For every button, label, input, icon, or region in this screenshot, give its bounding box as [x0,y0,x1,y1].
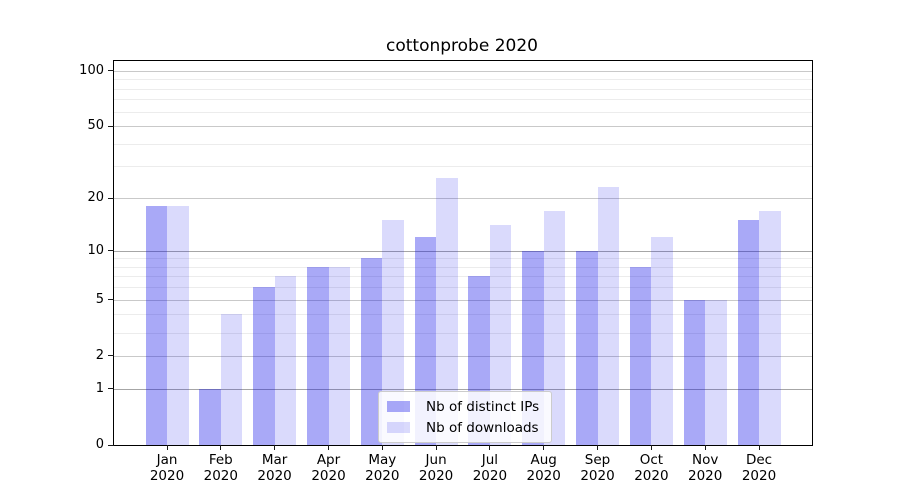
x-tick-mark-apr [328,445,329,450]
x-tick-mark-jan [166,445,168,450]
gridline-minor-60 [114,111,812,113]
gridline-minor-70 [114,99,812,101]
gridline-minor-80 [114,88,812,90]
gridline-5 [114,299,812,301]
bar-ips-jan [145,206,167,445]
gridline-minor-9 [114,258,812,260]
gridline-minor-3 [114,332,812,334]
y-tick-label-1: 1 [95,380,104,396]
y-tick-label-100: 100 [79,62,104,78]
y-tick-mark-10 [108,250,114,251]
bar-downloads-mar [274,276,297,445]
x-tick-label-jun: Jun 2020 [418,452,454,484]
y-tick-label-10: 10 [87,242,104,258]
bar-ips-apr [307,266,329,445]
bar-downloads-aug [543,210,566,445]
y-tick-label-2: 2 [95,347,104,363]
bar-ips-feb [199,388,221,445]
x-tick-mark-nov [704,445,706,450]
legend-label-downloads: Nb of downloads [426,419,539,436]
gridline-minor-8 [114,266,812,268]
y-tick-mark-5 [108,299,114,301]
gridline-2 [114,355,812,357]
legend-swatch-distinct-ips [387,401,410,412]
y-tick-mark-1 [108,388,114,390]
x-tick-mark-oct [650,445,652,450]
bar-downloads-dec [759,210,781,445]
legend-entry-distinct-ips: Nb of distinct IPs [387,398,539,415]
plot-area: 0 1 2 5 10 20 50 100 Jan 2020 Feb 2020 Mar 2020 Apr 202… [79,60,813,483]
legend: Nb of distinct IPs Nb of downloads [378,391,553,443]
x-tick-label-jan: Jan 2020 [149,452,185,484]
x-tick-label-oct: Oct 2020 [634,452,669,484]
gridline-50 [114,126,812,127]
y-tick-label-5: 5 [95,291,104,307]
y-tick-mark-100 [108,70,114,72]
x-tick-label-apr: Apr 2020 [311,452,346,484]
y-tick-mark-20 [108,197,114,199]
bar-ips-nov [683,299,706,445]
gridline-minor-6 [114,287,812,289]
y-tick-label-20: 20 [87,190,104,205]
y-tick-mark-2 [108,355,114,357]
y-tick-mark-0 [108,444,114,446]
x-tick-mark-dec [758,445,760,450]
x-tick-mark-jun [435,445,437,450]
bar-ips-oct [629,266,652,445]
x-tick-label-feb: Feb 2020 [203,452,238,484]
x-tick-mark-mar [274,445,276,450]
x-tick-label-sep: Sep 2020 [580,452,615,484]
x-tick-mark-sep [597,445,598,450]
x-tick-mark-jul [489,445,491,450]
gridline-minor-7 [114,276,812,278]
gridline-1 [114,388,812,390]
x-tick-label-may: May 2020 [365,452,400,484]
bar-downloads-feb [220,314,243,445]
bar-downloads-sep [597,187,619,445]
bar-ips-may [360,258,383,445]
legend-swatch-downloads [387,422,410,433]
gridline-20 [114,198,812,199]
bar-downloads-jun [436,177,458,445]
x-tick-label-dec: Dec 2020 [741,452,777,484]
x-tick-mark-aug [543,445,545,450]
gridline-minor-30 [114,166,812,168]
x-tick-label-jul: Jul 2020 [472,452,508,484]
gridline-10 [114,250,812,252]
bar-ips-dec [737,220,759,445]
chart-title: cottonprobe 2020 [386,36,538,56]
gridline-minor-90 [114,79,812,81]
y-tick-label-0: 0 [95,437,104,452]
y-tick-mark-50 [108,125,114,127]
gridline-minor-4 [114,314,812,316]
bar-downloads-jan [167,206,189,445]
x-tick-label-mar: Mar 2020 [257,452,292,484]
y-tick-label-50: 50 [87,118,104,133]
legend-label-distinct-ips: Nb of distinct IPs [426,398,540,415]
gridline-minor-40 [114,143,812,145]
bar-downloads-nov [705,299,727,445]
bar-downloads-oct [651,236,673,445]
bar-downloads-jul [489,225,512,445]
bar-downloads-apr [328,266,350,445]
bar-ips-sep [576,250,598,445]
bar-downloads-may [382,220,404,445]
bar-ips-mar [253,287,275,445]
x-tick-mark-feb [220,445,222,450]
x-tick-label-nov: Nov 2020 [688,452,723,484]
x-tick-mark-may [381,445,383,450]
gridline-100 [114,70,812,72]
legend-entry-downloads: Nb of downloads [387,419,539,436]
x-tick-label-aug: Aug 2020 [526,452,561,484]
